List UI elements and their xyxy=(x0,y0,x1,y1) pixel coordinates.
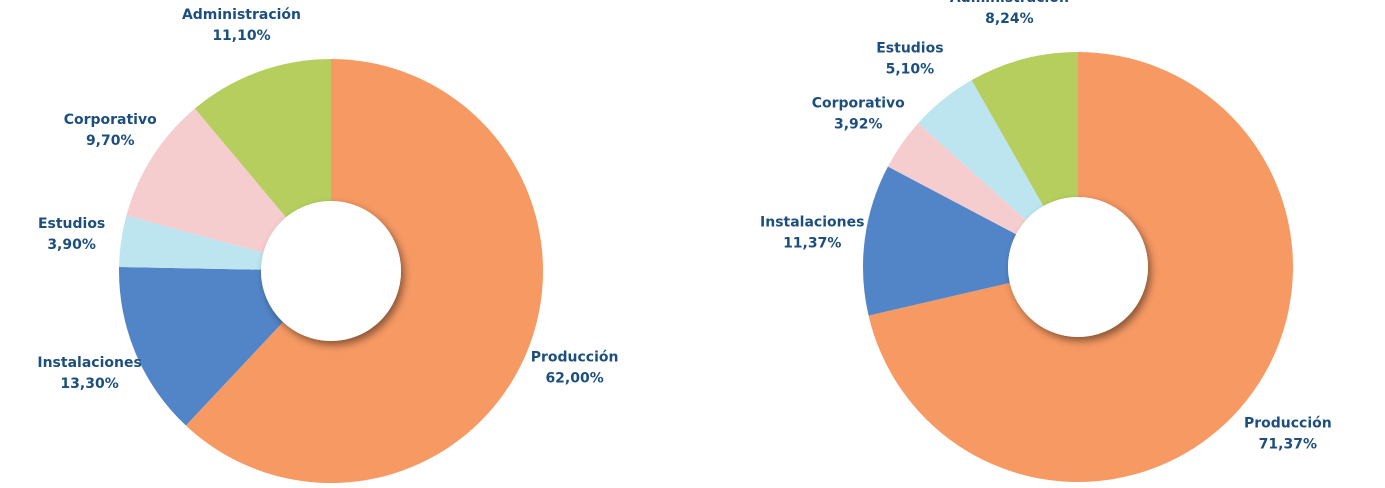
donut-hole xyxy=(261,201,401,341)
slice-value-label: 62,00% xyxy=(545,370,603,386)
slice-label: Estudios xyxy=(876,40,943,56)
slice xyxy=(887,123,1026,235)
slice xyxy=(971,52,1078,207)
slice-label: Producción xyxy=(531,349,619,365)
slice-label: Instalaciones xyxy=(760,214,864,230)
slice-label: Producción xyxy=(1244,416,1332,432)
donut-hole xyxy=(1008,197,1148,337)
slice-value-label: 11,37% xyxy=(783,235,841,251)
slice-value-label: 3,92% xyxy=(834,117,883,133)
slice-value-label: 11,10% xyxy=(212,28,270,44)
slice-value-label: 9,70% xyxy=(86,133,135,149)
slice xyxy=(194,58,331,218)
slice-label: Estudios xyxy=(38,216,105,232)
slice xyxy=(918,80,1044,221)
slice xyxy=(119,215,264,270)
slice xyxy=(863,166,1017,316)
slice-label: Instalaciones xyxy=(37,355,141,371)
slice-value-label: 3,90% xyxy=(47,237,96,253)
slice xyxy=(185,59,543,483)
slice-value-label: 71,37% xyxy=(1259,437,1317,453)
slice-label: Corporativo xyxy=(812,96,905,112)
slice-value-label: 13,30% xyxy=(60,376,118,392)
slice-label: Administración xyxy=(182,7,301,23)
slice xyxy=(868,52,1293,483)
slice-label: Administración xyxy=(950,0,1069,6)
slice-value-label: 8,24% xyxy=(985,11,1034,27)
slice xyxy=(126,108,287,253)
slice-label: Corporativo xyxy=(64,112,157,128)
slice-value-label: 5,10% xyxy=(886,61,935,77)
slice xyxy=(119,267,284,426)
